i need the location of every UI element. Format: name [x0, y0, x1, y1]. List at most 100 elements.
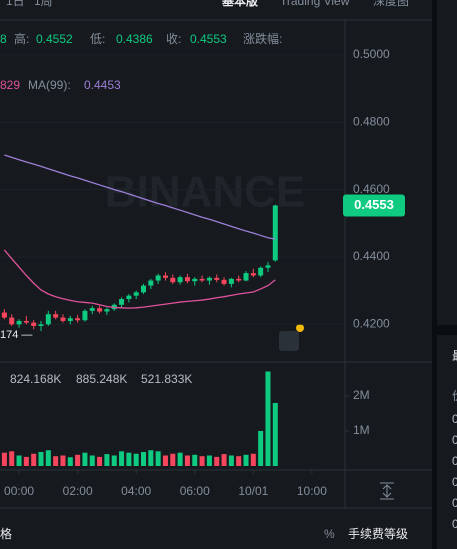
- ma-text: 829: [0, 78, 20, 92]
- volume-bar: [53, 456, 59, 466]
- volume-bar: [265, 371, 271, 466]
- last-price-box: [343, 194, 405, 217]
- volume-legend: 824.168K: [10, 372, 61, 386]
- volume-bar: [45, 450, 51, 466]
- volume-bar: [155, 451, 161, 466]
- candle-body: [199, 278, 205, 281]
- side-row: 0: [452, 517, 457, 531]
- volume-legend: 885.248K: [76, 372, 127, 386]
- candle-body: [155, 275, 161, 281]
- last-price-label: 0.4553: [354, 197, 394, 212]
- side-row: 0: [452, 433, 457, 447]
- x-tick-label: 10:00: [297, 484, 327, 498]
- y-tick-label: 0.4200: [353, 316, 390, 330]
- watermark: BINANCE: [105, 168, 305, 217]
- volume-bar: [162, 455, 168, 466]
- candle-body: [45, 314, 51, 325]
- candle-body: [1, 312, 7, 318]
- info-text: 涨跌幅:: [243, 31, 282, 46]
- volume-bar: [214, 456, 220, 466]
- volume-bar: [250, 453, 256, 466]
- volume-bar: [272, 403, 278, 466]
- scale-icon[interactable]: [380, 482, 394, 500]
- volume-bar: [60, 455, 66, 466]
- candle-body: [192, 278, 198, 282]
- y-tick-label: 0.4600: [353, 182, 390, 196]
- candle-body: [214, 277, 220, 280]
- side-title: 最: [452, 349, 457, 363]
- y-tick-label: 0.4800: [353, 115, 390, 129]
- y-tick-label: 1M: [353, 423, 370, 437]
- info-text: 高:: [14, 31, 29, 46]
- interval[interactable]: 1日: [6, 0, 25, 8]
- x-tick-label: 10/01: [238, 484, 268, 498]
- bottom-text[interactable]: %: [324, 527, 335, 541]
- volume-bar: [177, 452, 183, 466]
- volume-bar: [148, 450, 154, 466]
- candle-body: [97, 308, 103, 312]
- info-text: 0.4552: [36, 32, 73, 46]
- candle-body: [206, 277, 212, 281]
- x-tick-label: 06:00: [180, 484, 210, 498]
- ma-line: [4, 154, 276, 240]
- bottom-text: 格: [0, 526, 12, 541]
- x-tick-label: 00:00: [4, 484, 34, 498]
- volume-bar: [111, 455, 117, 466]
- side-panel: [437, 335, 457, 549]
- candle-body: [184, 277, 190, 282]
- bottom-text[interactable]: 手续费等级: [348, 527, 408, 541]
- y-tick-label: 0.5000: [353, 47, 390, 61]
- volume-bar: [184, 455, 190, 466]
- side-column: 价: [452, 389, 457, 403]
- volume-bar: [9, 451, 15, 466]
- volume-bar: [38, 452, 44, 466]
- candle-body: [258, 267, 264, 276]
- interval[interactable]: 1周: [34, 0, 53, 8]
- candle-body: [170, 277, 176, 283]
- candle-body: [126, 295, 132, 300]
- volume-bar: [206, 455, 212, 466]
- volume-bar: [141, 452, 147, 466]
- candle-body: [38, 324, 44, 326]
- candle-body: [243, 273, 249, 281]
- side-row: 0: [452, 496, 457, 510]
- info-text: 0.4553: [190, 32, 227, 46]
- info-text: 低:: [90, 32, 105, 46]
- side-row: 0: [452, 454, 457, 468]
- x-tick-label: 02:00: [63, 484, 93, 498]
- volume-bar: [221, 454, 227, 466]
- volume-bar: [228, 455, 234, 466]
- side-row: 0: [452, 475, 457, 489]
- side-row: 0: [452, 412, 457, 426]
- volume-legend: 521.833K: [141, 372, 192, 386]
- candle-body: [82, 310, 88, 321]
- info-line: 8 高: 0.4552 低: 0.4386 收: 0.4553 涨跌幅:: [0, 31, 282, 46]
- icon-button[interactable]: [279, 331, 299, 351]
- y-tick-label: 0.4400: [353, 249, 390, 263]
- volume-bar: [236, 456, 242, 466]
- candle-body: [75, 318, 81, 321]
- candle-body: [67, 318, 73, 321]
- candle-body: [9, 317, 15, 325]
- volume-bar: [104, 454, 110, 466]
- info-text: 0.4386: [116, 32, 153, 46]
- low-marker: 174 —: [0, 329, 32, 341]
- candle-body: [16, 320, 22, 325]
- volume-bar: [126, 452, 132, 466]
- volume-bar: [16, 455, 22, 466]
- tab[interactable]: Trading View: [280, 0, 350, 8]
- candle-body: [23, 320, 29, 323]
- info-text: 收:: [166, 32, 181, 46]
- volume-bar: [97, 456, 103, 466]
- badge: [296, 324, 304, 332]
- tab[interactable]: 深度图: [373, 0, 409, 8]
- volume-bar: [192, 454, 198, 466]
- candle-body: [221, 279, 227, 284]
- x-tick-label: 04:00: [121, 484, 151, 498]
- volume-bar: [133, 453, 139, 466]
- volume-bar: [89, 455, 95, 466]
- candle-body: [177, 277, 183, 283]
- tab[interactable]: 基本版: [221, 0, 258, 8]
- volume-bar: [31, 453, 37, 466]
